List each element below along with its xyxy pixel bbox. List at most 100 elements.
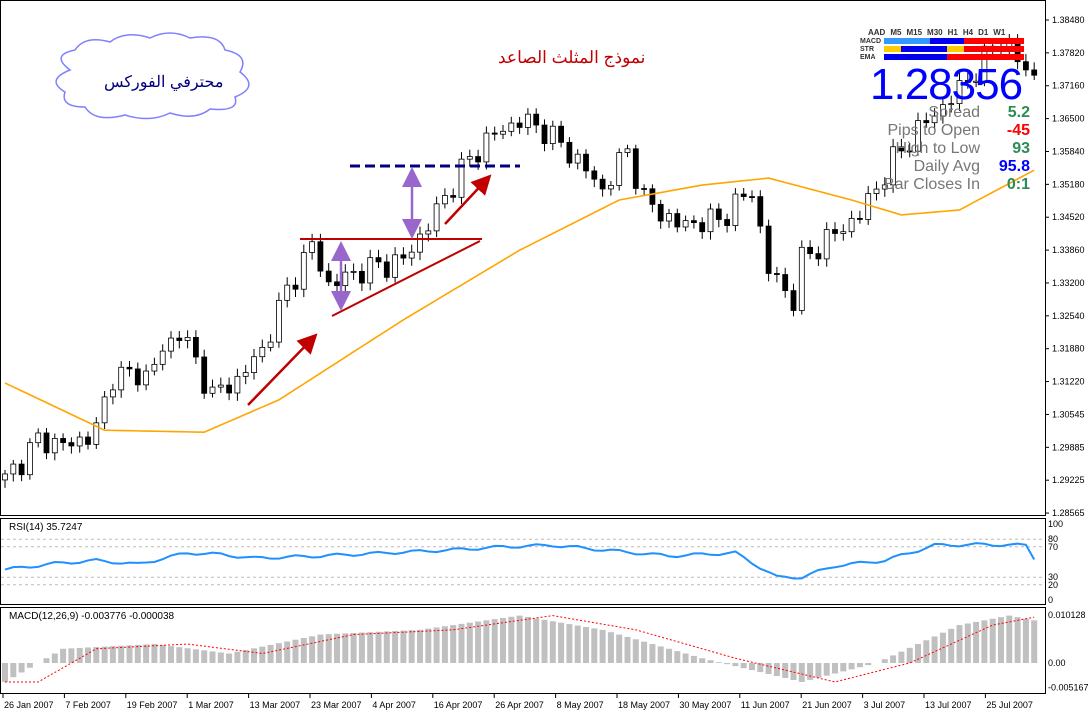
candle-body	[85, 436, 91, 445]
macd-bar	[275, 643, 282, 663]
macd-bar	[616, 634, 623, 663]
date-tick-label: 1 Mar 2007	[188, 700, 234, 710]
macd-bar	[856, 663, 863, 668]
macd-bar	[60, 648, 67, 663]
candle-body	[765, 225, 772, 274]
candle-body	[682, 220, 689, 228]
candle-body	[583, 153, 589, 172]
candle-body	[632, 148, 639, 189]
candle-body	[973, 80, 979, 83]
candle-body	[848, 217, 855, 233]
price-tick-label: 1.30545	[1052, 409, 1085, 419]
candle-body	[666, 213, 672, 222]
macd-bar	[898, 651, 905, 663]
macd-bar	[43, 658, 50, 663]
candle-body	[2, 473, 8, 481]
macd-bar	[317, 634, 324, 663]
macd-bar	[466, 622, 473, 663]
macd-bar	[931, 636, 938, 663]
candle-body	[292, 284, 299, 290]
date-tick-label: 25 Jul 2007	[986, 700, 1033, 710]
macd-bar	[234, 651, 241, 663]
macd-bar	[890, 655, 897, 663]
macd-bar	[516, 615, 523, 663]
macd-bar	[209, 651, 216, 663]
macd-bar	[740, 663, 747, 669]
macd-bar	[790, 663, 797, 680]
candle-body	[300, 252, 307, 290]
candle-body	[549, 125, 556, 145]
candle-body	[201, 356, 208, 394]
macd-bar	[690, 655, 697, 663]
macd-bar	[724, 663, 731, 665]
macd-bar	[1006, 615, 1013, 663]
price-tick-label: 1.37160	[1052, 81, 1085, 91]
candle-body	[450, 195, 457, 198]
candle-body	[242, 372, 249, 377]
macd-bar	[292, 639, 299, 663]
macd-bar	[749, 663, 755, 671]
candle-body	[964, 80, 971, 83]
candle-body	[251, 356, 257, 373]
macd-bar	[541, 619, 548, 663]
candle-body	[43, 432, 50, 454]
candle-body	[93, 422, 100, 445]
candle-body	[234, 375, 241, 394]
candle-body	[948, 103, 955, 106]
candle-body	[18, 463, 25, 476]
macd-bar	[566, 624, 573, 663]
candle-body	[226, 384, 233, 394]
macd-panel-frame	[0, 607, 1046, 694]
macd-bar	[807, 663, 814, 680]
macd-bar	[450, 625, 457, 663]
timeframe-label: W1	[993, 28, 1006, 37]
timeframe-label: H4	[962, 28, 974, 37]
date-tick-label: 13 Jul 2007	[925, 700, 972, 710]
candle-body	[740, 193, 747, 197]
candle-body	[956, 80, 963, 105]
candle-body	[774, 273, 780, 275]
macd-bar	[500, 617, 506, 663]
macd-label: MACD(12,26,9) -0.003776 -0.000038	[9, 611, 175, 622]
candle-body	[931, 115, 938, 124]
macd-bar	[715, 662, 722, 663]
macd-bar	[923, 640, 930, 663]
macd-bar	[433, 627, 440, 663]
macd-bar	[574, 625, 581, 663]
candle-body	[350, 270, 357, 273]
date-tick-label: 26 Apr 2007	[495, 700, 544, 710]
macd-bar	[309, 636, 316, 663]
candle-body	[923, 120, 930, 124]
current-price: 1.28356	[870, 60, 1023, 109]
candles	[2, 34, 1038, 488]
candle-body	[890, 146, 896, 186]
candle-body	[525, 113, 531, 128]
macd-bar	[51, 653, 58, 663]
macd-bar	[599, 629, 606, 663]
info-row-value: 95.8	[998, 158, 1030, 175]
macd-bar	[226, 653, 233, 663]
candle-body	[367, 257, 374, 284]
candle-body	[425, 230, 432, 235]
candle-body	[608, 184, 614, 190]
date-tick-label: 3 Jul 2007	[864, 700, 906, 710]
candle-body	[168, 337, 174, 352]
candle-body	[309, 241, 316, 253]
rsi-panel-frame	[0, 518, 1046, 605]
candle-body	[284, 284, 291, 301]
macd-bar	[159, 645, 166, 663]
candle-body	[317, 241, 324, 272]
candle-body	[126, 366, 133, 370]
macd-bar	[707, 660, 714, 663]
candle-body	[259, 346, 266, 358]
macd-bar	[823, 663, 830, 676]
main-panel-frame	[0, 0, 1046, 516]
macd-bar	[533, 618, 540, 663]
candle-body	[707, 208, 714, 233]
trend-arrow	[247, 333, 318, 406]
macd-bar	[408, 630, 415, 663]
macd-bar	[607, 632, 614, 663]
rsi-level-label: 20	[1048, 580, 1058, 590]
candle-body	[815, 253, 822, 260]
